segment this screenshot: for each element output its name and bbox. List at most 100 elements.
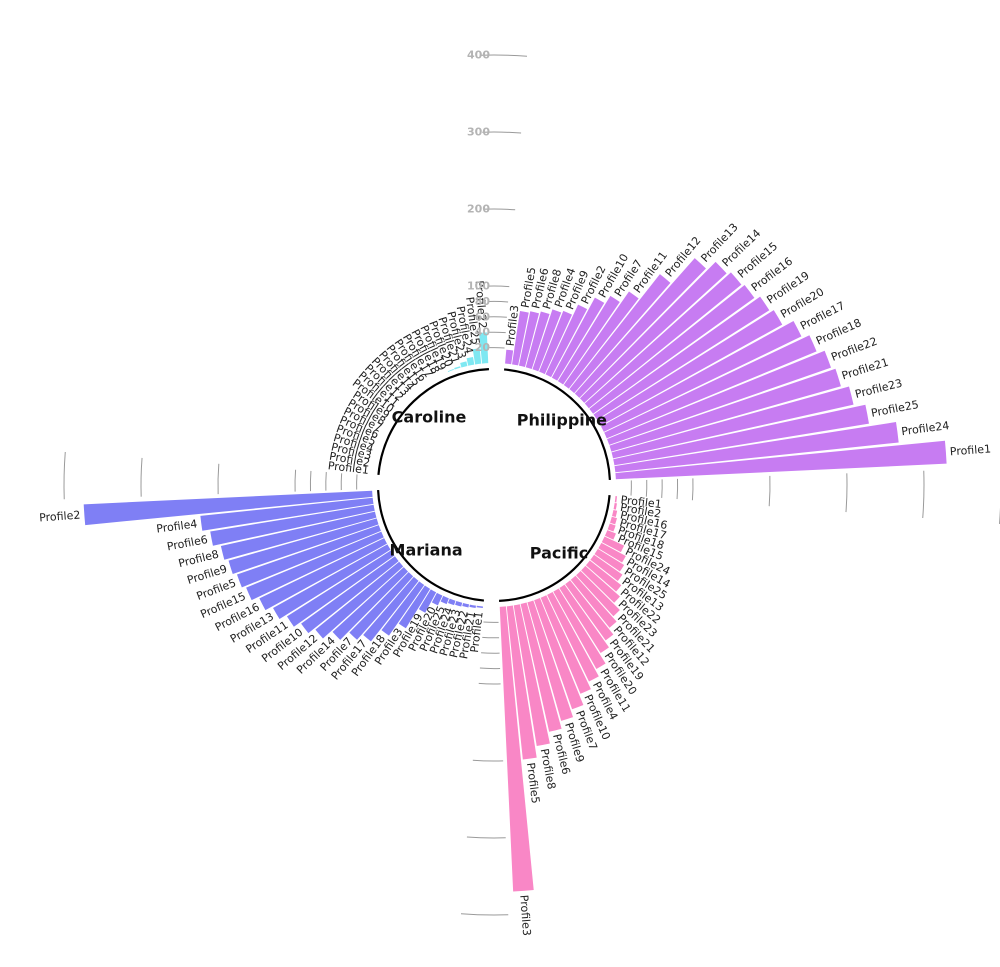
group-baseline bbox=[504, 368, 611, 480]
bar bbox=[581, 565, 620, 603]
bar bbox=[585, 560, 622, 592]
bar bbox=[417, 385, 423, 390]
bar bbox=[614, 496, 618, 503]
bar bbox=[373, 460, 375, 467]
bar bbox=[435, 375, 441, 378]
bar bbox=[525, 311, 550, 369]
bar bbox=[598, 542, 626, 563]
bar bbox=[476, 605, 483, 609]
grid-arc bbox=[487, 300, 509, 303]
bar bbox=[466, 357, 475, 366]
bar-label: Profile24 bbox=[901, 419, 950, 438]
group-label: Caroline bbox=[392, 408, 467, 427]
bar bbox=[597, 310, 783, 426]
bar bbox=[594, 548, 625, 572]
bar bbox=[553, 588, 606, 669]
bar bbox=[315, 561, 404, 639]
bar bbox=[610, 516, 617, 525]
bar bbox=[273, 544, 391, 620]
y-axis-ticks: 20406080100200300400500 bbox=[467, 49, 491, 355]
bar bbox=[378, 440, 381, 447]
tick-label: 400 bbox=[467, 49, 490, 62]
grid-arc bbox=[922, 470, 925, 519]
bar bbox=[431, 592, 443, 606]
bar bbox=[398, 585, 431, 629]
bar bbox=[534, 598, 584, 710]
bar bbox=[540, 595, 591, 694]
bar bbox=[565, 580, 614, 641]
bar bbox=[569, 274, 671, 394]
bar bbox=[460, 361, 468, 368]
bar bbox=[246, 531, 384, 601]
bar bbox=[440, 595, 449, 605]
bar bbox=[462, 603, 470, 608]
bar bbox=[236, 525, 381, 588]
bar bbox=[469, 604, 476, 608]
bar bbox=[349, 572, 414, 640]
bar bbox=[332, 567, 409, 640]
bar bbox=[441, 372, 448, 375]
bar bbox=[407, 394, 412, 400]
group-baselines bbox=[377, 368, 611, 602]
bar-label: Profile3 bbox=[504, 304, 522, 346]
bar bbox=[363, 576, 419, 642]
grid-arc bbox=[479, 54, 528, 57]
bar bbox=[506, 605, 537, 760]
bar bbox=[601, 536, 625, 553]
grid-arc bbox=[325, 472, 327, 491]
bar bbox=[429, 378, 435, 382]
bar bbox=[593, 296, 770, 420]
bar-label: Profile25 bbox=[870, 398, 920, 420]
bar bbox=[301, 556, 399, 634]
bar bbox=[374, 454, 376, 461]
grid-arc bbox=[309, 470, 312, 492]
bar bbox=[601, 321, 802, 432]
bar-label: Profile3 bbox=[517, 894, 533, 936]
bar bbox=[545, 304, 588, 378]
grid-arc bbox=[482, 131, 522, 134]
bar bbox=[527, 600, 574, 721]
bar bbox=[447, 369, 454, 372]
grid-arc bbox=[845, 473, 848, 513]
bar bbox=[210, 504, 375, 546]
bar-label: Profile1 bbox=[620, 493, 662, 511]
bar bbox=[286, 550, 395, 627]
grid-arc bbox=[484, 208, 516, 211]
bar-label: Profile22 bbox=[473, 280, 489, 329]
bar bbox=[455, 601, 463, 607]
grid-arc bbox=[63, 451, 66, 500]
bar bbox=[615, 440, 947, 480]
bar bbox=[611, 386, 854, 459]
bars bbox=[83, 258, 947, 892]
group-labels: Philippine Pacific Mariana Caroline bbox=[390, 408, 608, 563]
grid-arc bbox=[294, 469, 297, 492]
group-baseline bbox=[377, 368, 489, 475]
bar bbox=[612, 509, 618, 517]
bar bbox=[200, 497, 374, 531]
bar bbox=[386, 421, 390, 428]
bar bbox=[376, 447, 378, 454]
bar bbox=[613, 404, 869, 466]
grid-arc bbox=[661, 479, 663, 498]
tick-label: 60 bbox=[475, 310, 491, 323]
grid-arc bbox=[217, 463, 220, 495]
bar bbox=[574, 258, 706, 398]
tick-label: 100 bbox=[467, 280, 490, 293]
bar bbox=[613, 503, 617, 510]
bar bbox=[532, 309, 562, 372]
grid-arc bbox=[481, 652, 500, 654]
bar-label: Profile4 bbox=[156, 517, 199, 535]
group-label: Philippine bbox=[517, 411, 607, 430]
bar bbox=[589, 284, 755, 414]
bar-label: Profile25 bbox=[463, 296, 482, 345]
bar bbox=[512, 311, 529, 366]
bar bbox=[448, 598, 456, 606]
group-baseline bbox=[499, 495, 611, 602]
bar bbox=[499, 606, 534, 892]
bar bbox=[604, 335, 817, 439]
grid-arc bbox=[676, 478, 679, 500]
bar bbox=[381, 581, 425, 636]
grid-arc bbox=[140, 457, 143, 497]
